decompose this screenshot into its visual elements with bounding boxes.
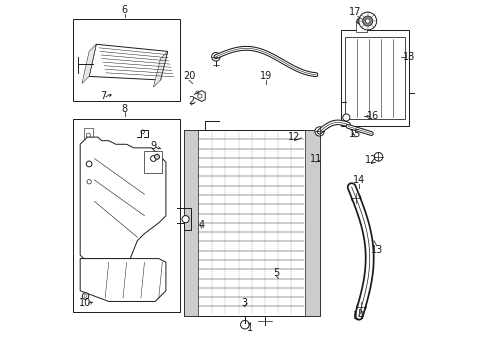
Circle shape [82,293,88,299]
Circle shape [365,19,369,23]
Circle shape [84,295,87,297]
Circle shape [182,216,189,223]
Text: 16: 16 [366,111,379,121]
Circle shape [197,94,202,98]
Circle shape [154,154,159,159]
Ellipse shape [356,18,365,24]
Circle shape [356,302,365,312]
Circle shape [196,91,198,94]
Circle shape [362,16,372,26]
Polygon shape [153,51,167,87]
Text: 13: 13 [370,245,382,255]
Text: 3: 3 [241,298,247,308]
Text: 5: 5 [273,268,279,278]
Circle shape [342,114,349,121]
Circle shape [358,12,376,30]
Text: 15: 15 [348,129,361,139]
Polygon shape [80,137,165,258]
Text: 2: 2 [187,96,194,107]
Bar [144,152,162,173]
Polygon shape [82,44,96,84]
Circle shape [150,156,156,161]
Circle shape [87,180,91,184]
Text: 19: 19 [259,71,271,81]
Bar [355,21,366,32]
Text: 8: 8 [122,104,128,113]
Text: 20: 20 [183,71,195,81]
Text: 1: 1 [246,323,252,333]
Text: 17: 17 [348,7,361,17]
Polygon shape [89,44,167,80]
Circle shape [373,153,382,161]
Bar [73,19,180,102]
Circle shape [314,127,324,136]
Text: 4: 4 [198,220,204,230]
Circle shape [86,133,90,138]
Text: 11: 11 [309,154,322,163]
Circle shape [86,161,92,167]
Text: 14: 14 [352,175,364,185]
Text: 14: 14 [352,311,364,321]
Bar [344,37,405,119]
Text: 10: 10 [79,298,91,308]
Bar [73,119,180,312]
Bar [183,130,198,316]
Bar [305,130,319,316]
Bar [83,128,93,143]
Text: 6: 6 [122,5,128,15]
Bar [183,130,319,316]
Text: 7: 7 [100,91,106,101]
Text: 12: 12 [288,132,300,142]
Circle shape [141,130,144,134]
Text: 18: 18 [402,52,414,62]
Circle shape [351,193,360,203]
Circle shape [240,320,248,329]
Text: 12: 12 [365,156,377,165]
Bar [340,30,408,126]
Polygon shape [80,258,165,301]
Text: 9: 9 [150,141,156,151]
Circle shape [211,53,220,61]
